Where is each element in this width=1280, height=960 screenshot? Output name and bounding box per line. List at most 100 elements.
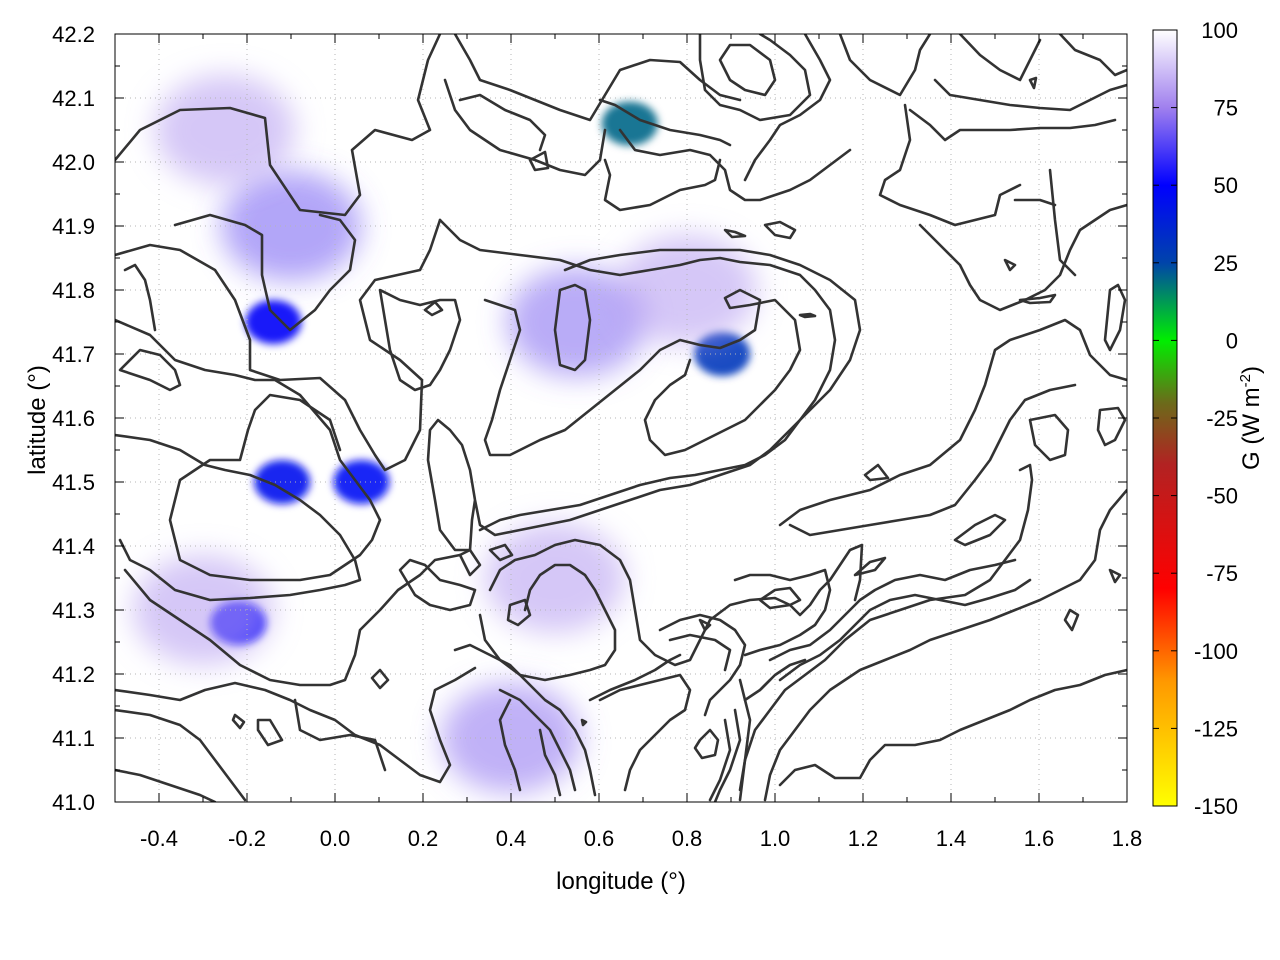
contour-line — [698, 618, 712, 632]
y-tick-label: 41.0 — [52, 790, 95, 815]
contour-line — [743, 34, 832, 182]
contour-line — [115, 218, 442, 472]
contour-line — [293, 698, 387, 772]
y-tick-label: 41.9 — [52, 214, 95, 239]
contour-line — [768, 558, 1017, 662]
contour-line — [718, 43, 777, 97]
contour-lines — [115, 34, 1127, 802]
contour-line — [1096, 406, 1127, 447]
contour-line — [1103, 283, 1127, 352]
contour-line — [933, 78, 1127, 112]
colorbar-tick-label: 100 — [1201, 18, 1238, 43]
contour-line — [528, 150, 550, 172]
x-axis-label: longitude (°) — [556, 868, 686, 895]
contour-line — [598, 673, 692, 792]
contour-line — [908, 108, 1117, 142]
heat-region-2 — [245, 300, 302, 344]
x-tick-label: 0.0 — [320, 826, 351, 851]
x-tick-label: 0.6 — [584, 826, 615, 851]
colorbar-tick-label: -100 — [1194, 639, 1238, 664]
contour-line — [738, 463, 1034, 792]
y-tick-label: 42.2 — [52, 22, 95, 47]
y-tick-label: 41.4 — [52, 534, 95, 559]
contour-line — [443, 78, 607, 177]
contour-line — [798, 312, 817, 319]
y-tick-label: 41.6 — [52, 406, 95, 431]
y-tick-label: 41.3 — [52, 598, 95, 623]
contour-line — [488, 538, 864, 667]
contour-line — [438, 218, 837, 532]
contour-line — [498, 688, 577, 792]
contour-line — [603, 158, 722, 212]
contour-line — [115, 433, 362, 602]
contour-line — [1048, 168, 1077, 277]
contour-line — [778, 318, 1127, 527]
y-axis-label: latitude (°) — [24, 365, 51, 475]
contour-line — [398, 558, 477, 612]
contour-line — [553, 283, 592, 372]
contour-line — [738, 678, 752, 802]
contour-line — [115, 34, 442, 217]
contour-line — [458, 93, 547, 152]
contour-line — [958, 34, 1042, 82]
y-tick-labels: 41.0 41.1 41.2 41.3 41.4 41.5 41.6 41.7 41.8 41.9… — [52, 22, 95, 815]
contour-line — [458, 548, 482, 577]
contour-line — [231, 713, 246, 730]
y-tick-label: 42.1 — [52, 86, 95, 111]
contour-line — [498, 698, 522, 792]
contour-line — [588, 653, 682, 702]
contour-line — [618, 128, 852, 202]
contour-line — [123, 263, 157, 332]
heat-region-12 — [133, 555, 273, 665]
x-tick-label: 0.4 — [496, 826, 527, 851]
contour-line — [370, 668, 390, 690]
contour-line — [115, 666, 477, 784]
contour-line — [763, 488, 1127, 802]
contour-line — [118, 348, 182, 392]
contour-line — [378, 288, 462, 392]
contour-line — [426, 248, 862, 552]
colorbar-tick-labels: 100 75 50 25 0 -25 -50 -75 -100 -125 -150 — [1194, 18, 1238, 819]
contour-line — [918, 203, 1127, 312]
contour-line — [713, 708, 742, 802]
x-tick-label: 0.2 — [408, 826, 439, 851]
contour-line — [763, 220, 797, 240]
heat-region-4 — [601, 101, 658, 146]
y-tick-label: 41.5 — [52, 470, 95, 495]
colorbar-label-main: G (W m — [1238, 387, 1265, 470]
contour-line — [778, 668, 1127, 787]
contour-line — [778, 578, 1032, 682]
x-tick-label: 1.8 — [1112, 826, 1143, 851]
contour-line — [1013, 198, 1057, 207]
x-tick-label: 1.0 — [760, 826, 791, 851]
contour-line — [598, 98, 732, 147]
contour-line — [1018, 293, 1057, 305]
contour-line — [256, 718, 284, 747]
y-tick-label: 42.0 — [52, 150, 95, 175]
contour-line — [743, 678, 772, 702]
contour-line — [506, 598, 532, 627]
y-tick-label: 41.2 — [52, 662, 95, 687]
contour-line — [423, 300, 444, 317]
heat-region-10 — [485, 523, 625, 633]
contour-line — [708, 718, 732, 802]
contour-line — [1028, 76, 1038, 90]
colorbar-tick-label: -125 — [1194, 716, 1238, 741]
heat-region-8 — [155, 75, 295, 185]
heat-region-0 — [254, 460, 311, 504]
x-tick-label: 1.4 — [936, 826, 967, 851]
y-tick-label: 41.1 — [52, 726, 95, 751]
contour-line — [453, 643, 597, 797]
contour-line — [953, 513, 1007, 547]
colorbar-ticks — [1153, 29, 1177, 807]
x-tick-label: 1.6 — [1024, 826, 1055, 851]
x-tick-label: -0.4 — [140, 826, 178, 851]
contour-line — [115, 708, 247, 802]
contour-line — [698, 34, 812, 122]
contour-line — [693, 728, 720, 760]
contour-line — [733, 568, 832, 657]
contour-line — [453, 34, 742, 122]
contour-line — [173, 213, 357, 332]
colorbar-tick-label: 0 — [1226, 328, 1238, 353]
contour-line — [488, 543, 514, 562]
